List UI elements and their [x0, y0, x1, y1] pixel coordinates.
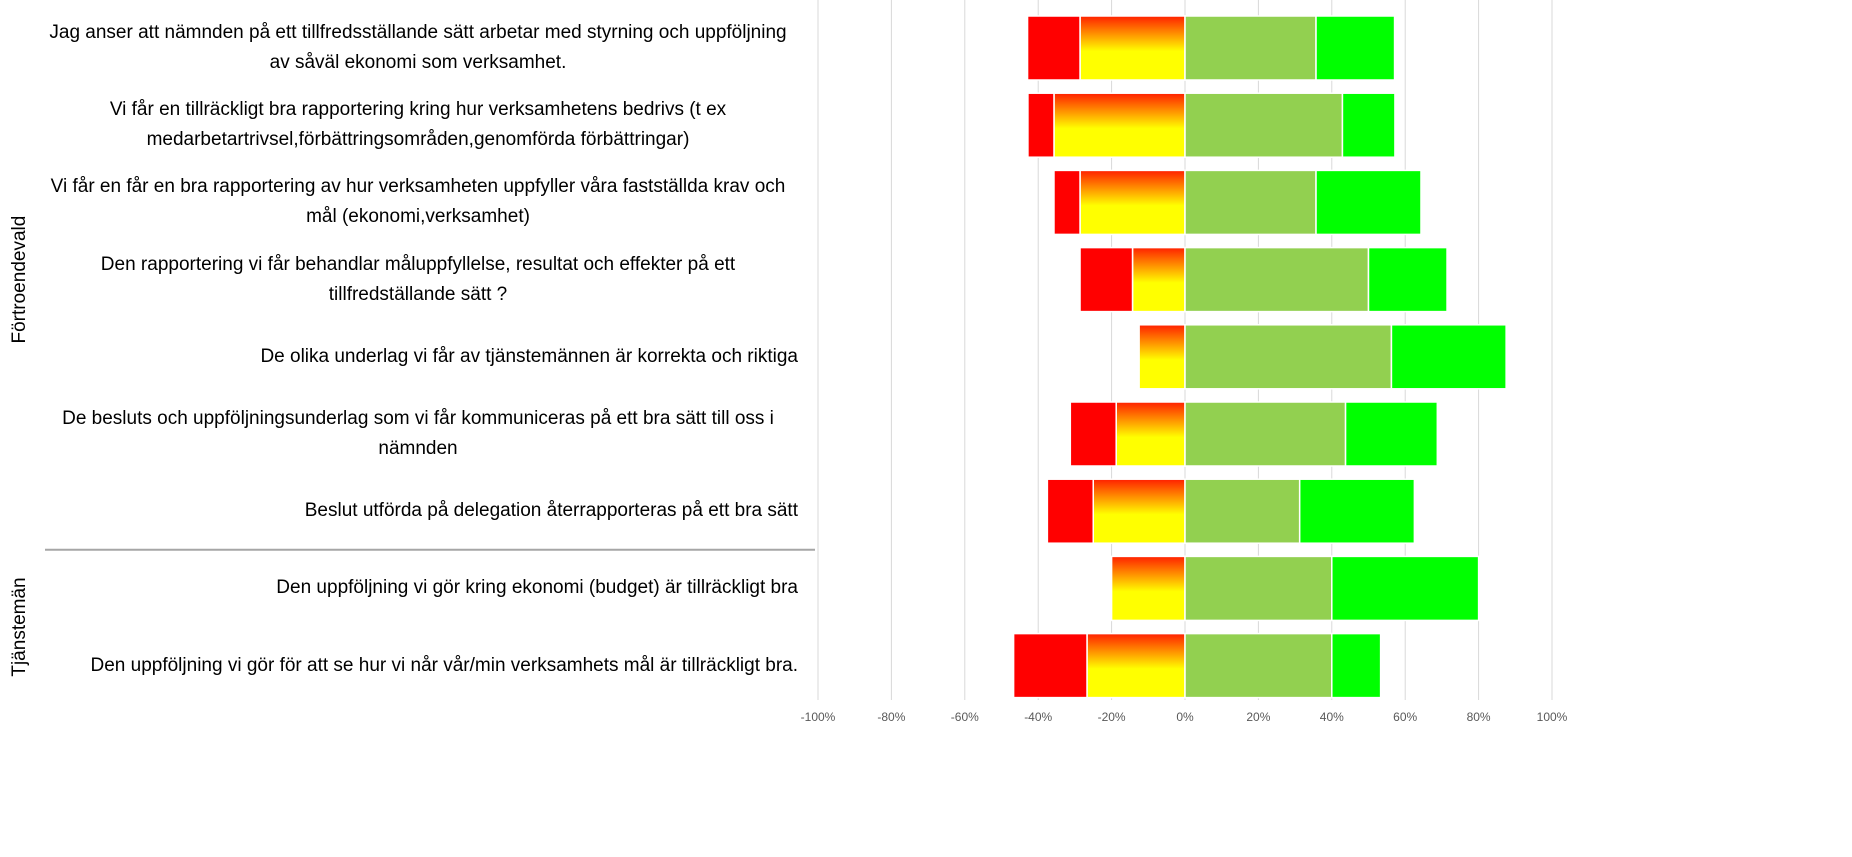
bar-segment — [1053, 92, 1186, 158]
bar-segment — [1046, 478, 1094, 544]
bar-segment — [1184, 555, 1333, 622]
x-tick-label: 100% — [1537, 710, 1568, 724]
x-tick-label: 0% — [1176, 710, 1194, 724]
x-tick-label: -40% — [1024, 710, 1052, 724]
bar-segment — [1331, 632, 1382, 699]
category-label: Den rapportering vi får behandlar målupp… — [100, 253, 736, 305]
bar-segment — [1027, 92, 1055, 158]
x-tick-label: -20% — [1098, 710, 1126, 724]
category-label: Vi får en får en bra rapportering av hur… — [50, 176, 786, 228]
x-tick-label: 40% — [1320, 710, 1344, 724]
bar-segment — [1390, 324, 1507, 390]
bar-segment — [1184, 478, 1301, 544]
x-tick-label: 60% — [1393, 710, 1417, 724]
category-label: Jag anser att nämnden på ett tillfredsst… — [49, 22, 787, 73]
bar-segment — [1344, 401, 1439, 467]
bar-segment — [1053, 169, 1081, 236]
group-label: Tjänstemän — [9, 577, 30, 676]
bar-segment — [1341, 92, 1396, 158]
bar-segment — [1184, 401, 1347, 467]
bar-segment — [1331, 555, 1480, 622]
x-tick-label: 80% — [1467, 710, 1491, 724]
bar-segment — [1079, 246, 1134, 313]
bar-segment — [1184, 324, 1393, 390]
category-label: Den uppföljning vi gör kring ekonomi (bu… — [276, 577, 798, 599]
x-tick-label: -60% — [951, 710, 979, 724]
bar-segment — [1315, 169, 1422, 236]
bar-segment — [1012, 632, 1088, 699]
bar-segment — [1069, 401, 1117, 467]
bar-segment — [1315, 15, 1396, 81]
bar-segment — [1115, 401, 1186, 467]
bar-segment — [1079, 169, 1186, 236]
category-label: Beslut utförda på delegation återrapport… — [304, 500, 798, 522]
bar-segment — [1079, 15, 1186, 81]
x-tick-label: -80% — [877, 710, 905, 724]
bar-segment — [1138, 324, 1186, 390]
bar-segment — [1184, 15, 1317, 81]
bar-segment — [1131, 246, 1186, 313]
bar-segment — [1184, 169, 1317, 236]
bar-segment — [1298, 478, 1416, 544]
category-label: De besluts och uppföljningsunderlag som … — [62, 408, 774, 459]
bar-segment — [1092, 478, 1186, 544]
x-tick-label: -100% — [801, 710, 836, 724]
bar-segment — [1367, 246, 1448, 313]
category-label: Den uppföljning vi gör för att se hur vi… — [90, 654, 799, 676]
category-label: De olika underlag vi får av tjänstemänne… — [260, 345, 798, 367]
x-tick-label: 20% — [1246, 710, 1270, 724]
bar-segment — [1184, 92, 1344, 158]
bar-segment — [1086, 632, 1186, 699]
bar-segment — [1110, 555, 1186, 622]
bar-segment — [1026, 15, 1081, 81]
bar-segment — [1184, 246, 1370, 313]
group-label: Förtroendevald — [9, 216, 30, 344]
category-label: Vi får en tillräckligt bra rapportering … — [109, 99, 727, 151]
bar-segment — [1184, 632, 1333, 699]
